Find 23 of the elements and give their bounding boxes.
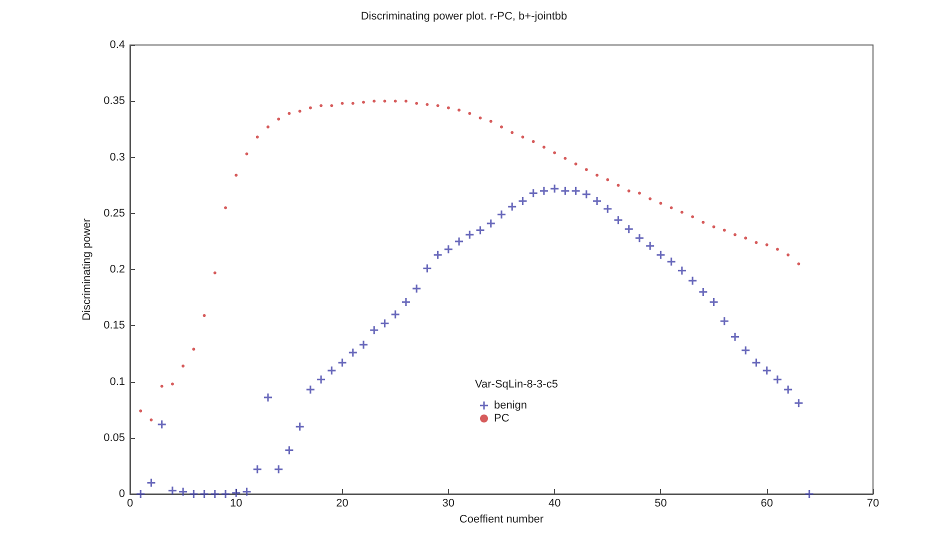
- x-tick-label: 50: [654, 498, 667, 510]
- legend-label: PC: [494, 412, 510, 424]
- x-axis-title: Coeffient number: [459, 514, 544, 526]
- y-tick-label: 0.4: [110, 39, 125, 51]
- y-tick-label: 0.1: [110, 376, 125, 388]
- y-tick-label: 0.25: [104, 207, 125, 220]
- legend-title: Var-SqLin-8-3-c5: [475, 378, 558, 390]
- y-tick-label: 0.05: [104, 432, 125, 444]
- y-tick-label: 0.35: [104, 95, 125, 108]
- y-tick-label: 0.15: [104, 320, 125, 332]
- x-tick-label: 30: [442, 498, 455, 510]
- x-tick-label: 20: [336, 498, 348, 510]
- x-tick-label: 40: [548, 498, 561, 510]
- y-tick-label: 0.2: [110, 264, 125, 276]
- x-tick-label: 60: [760, 498, 773, 510]
- x-tick-label: 10: [230, 498, 242, 510]
- y-tick-label: 0: [118, 488, 125, 500]
- chart-title: Discriminating power plot. r-PC, b+-jointbb: [360, 10, 568, 22]
- y-axis-title: Discriminating power: [81, 218, 94, 321]
- y-tick-label: 0.3: [110, 151, 125, 164]
- x-tick-label: 70: [866, 498, 880, 510]
- x-tick-label: 0: [126, 498, 134, 510]
- legend-label: benign: [494, 400, 528, 412]
